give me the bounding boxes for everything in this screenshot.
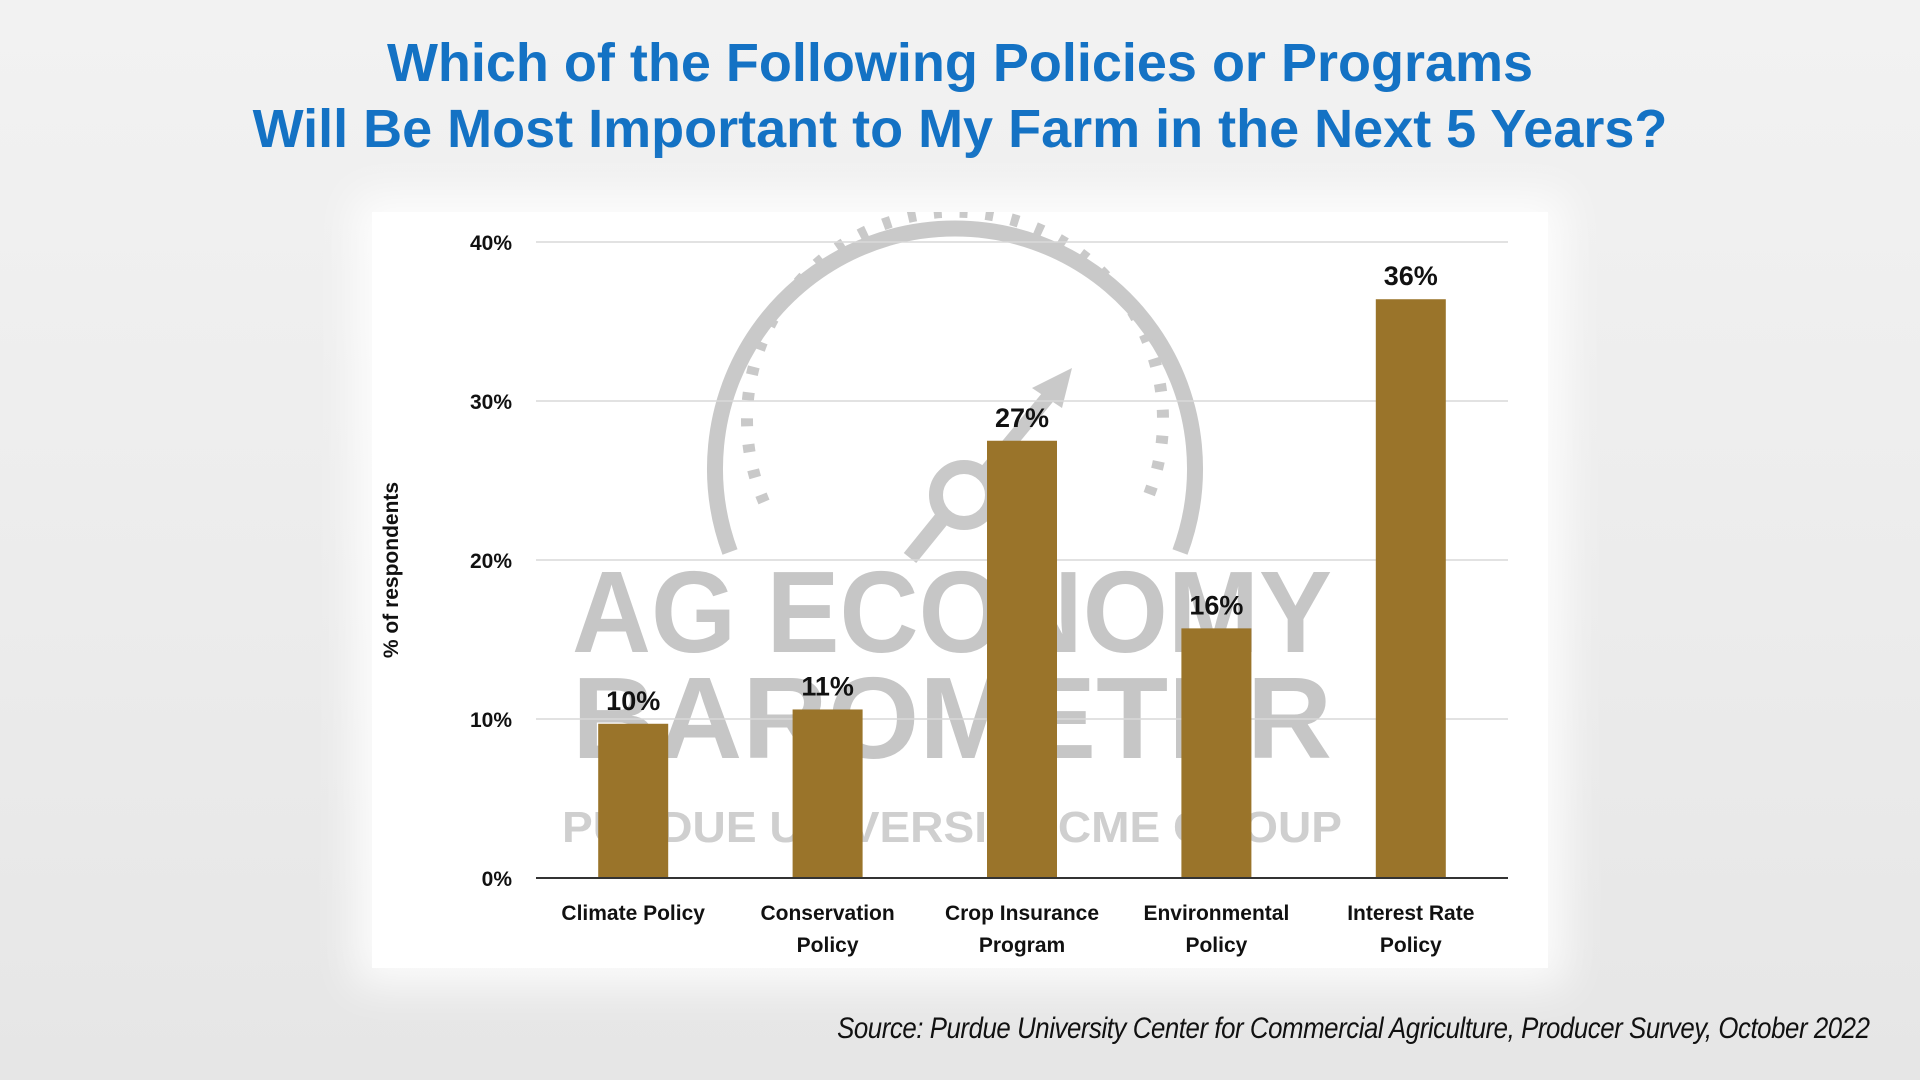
source-note: Source: Purdue University Center for Com… <box>837 1012 1871 1045</box>
bar <box>987 440 1057 878</box>
slide-title: Which of the Following Policies or Progr… <box>0 30 1920 162</box>
y-tick-label: 30% <box>470 391 512 414</box>
y-tick-label: 0% <box>482 868 513 891</box>
y-tick-label: 20% <box>470 550 512 573</box>
bar <box>598 723 669 878</box>
x-tick-label: Conservation <box>760 902 894 925</box>
data-label: 27% <box>995 403 1049 433</box>
x-tick-label: Policy <box>1185 934 1247 957</box>
y-tick-label: 10% <box>470 709 512 732</box>
data-label: 36% <box>1384 261 1438 291</box>
x-tick-label: Environmental <box>1143 902 1289 925</box>
x-tick-label: Program <box>979 934 1065 957</box>
x-tick-label: Policy <box>797 934 859 957</box>
axes: 0% 10% 20% 30% 40% Climate Policy Conservation… <box>470 232 1508 957</box>
y-axis-title: % of respondents <box>380 482 403 658</box>
x-tick-label: Climate Policy <box>561 902 705 925</box>
data-labels: 10% 11% 27% 16% 36% <box>606 261 1438 716</box>
chart-panel: AG ECONOMY BAROMETER PURDUE UNIVERSITY C… <box>372 212 1548 968</box>
title-line-2: Will Be Most Important to My Farm in the… <box>252 99 1668 159</box>
x-tick-label: Policy <box>1380 934 1442 957</box>
bar-chart: AG ECONOMY BAROMETER PURDUE UNIVERSITY C… <box>380 212 1508 957</box>
title-line-1: Which of the Following Policies or Progr… <box>386 33 1534 93</box>
data-label: 10% <box>606 686 660 716</box>
x-tick-label: Crop Insurance <box>945 902 1099 925</box>
data-label: 11% <box>801 671 854 701</box>
data-label: 16% <box>1189 590 1243 620</box>
bars <box>598 299 1446 878</box>
bar <box>1181 628 1252 878</box>
bar <box>792 709 863 878</box>
barometer-gauge-icon <box>707 212 1203 564</box>
y-tick-label: 40% <box>470 232 512 255</box>
x-tick-label: Interest Rate <box>1347 902 1474 925</box>
bar <box>1375 299 1446 878</box>
